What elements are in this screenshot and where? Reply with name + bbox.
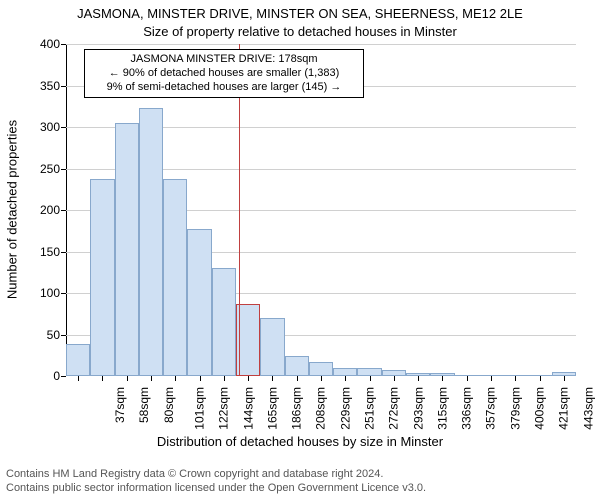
ytick-label: 350 (40, 79, 66, 93)
xtick-mark (442, 376, 443, 381)
xtick-mark (564, 376, 565, 381)
ytick-label: 200 (40, 203, 66, 217)
xtick-label: 379sqm (508, 387, 522, 430)
annotation-line: ← 90% of detached houses are smaller (1,… (91, 67, 357, 81)
ytick-label: 300 (40, 120, 66, 134)
histogram-bar (187, 229, 211, 376)
xtick-mark (151, 376, 152, 381)
xtick-mark (540, 376, 541, 381)
xtick-label: 101sqm (193, 387, 207, 430)
ytick-label: 400 (40, 37, 66, 51)
histogram-bar (115, 123, 139, 376)
xtick-mark (370, 376, 371, 381)
xtick-mark (321, 376, 322, 381)
xtick-mark (127, 376, 128, 381)
ytick-label: 150 (40, 245, 66, 259)
xtick-label: 144sqm (241, 387, 255, 430)
xtick-label: 58sqm (137, 387, 151, 423)
histogram-bar (66, 344, 90, 376)
ytick-label: 100 (40, 286, 66, 300)
xtick-label: 293sqm (411, 387, 425, 430)
xtick-mark (78, 376, 79, 381)
chart-title-line1: JASMONA, MINSTER DRIVE, MINSTER ON SEA, … (0, 6, 600, 21)
xtick-label: 336sqm (460, 387, 474, 430)
xtick-label: 229sqm (338, 387, 352, 430)
annotation-line: 9% of semi-detached houses are larger (1… (91, 81, 357, 95)
histogram-bar (163, 179, 187, 376)
xtick-label: 400sqm (533, 387, 547, 430)
footer-attribution: Contains HM Land Registry data © Crown c… (6, 468, 426, 496)
footer-line: Contains HM Land Registry data © Crown c… (6, 468, 426, 482)
xtick-label: 443sqm (581, 387, 595, 430)
histogram-bar (236, 304, 260, 376)
ytick-label: 50 (47, 328, 66, 342)
xtick-mark (297, 376, 298, 381)
annotation-box: JASMONA MINSTER DRIVE: 178sqm← 90% of de… (84, 49, 364, 98)
histogram-bar (357, 368, 381, 376)
histogram-bar (260, 318, 284, 376)
xtick-mark (102, 376, 103, 381)
xtick-mark (272, 376, 273, 381)
annotation-line: JASMONA MINSTER DRIVE: 178sqm (91, 53, 357, 67)
xtick-mark (418, 376, 419, 381)
x-axis-label: Distribution of detached houses by size … (0, 434, 600, 449)
xtick-label: 122sqm (217, 387, 231, 430)
histogram-bar (90, 179, 114, 376)
chart-title-line2: Size of property relative to detached ho… (0, 24, 600, 39)
xtick-mark (394, 376, 395, 381)
histogram-bar (333, 368, 357, 376)
xtick-label: 272sqm (387, 387, 401, 430)
xtick-mark (491, 376, 492, 381)
gridline (66, 44, 576, 45)
histogram-bar (285, 356, 309, 376)
xtick-label: 208sqm (314, 387, 328, 430)
xtick-mark (175, 376, 176, 381)
xtick-label: 421sqm (557, 387, 571, 430)
xtick-mark (200, 376, 201, 381)
y-axis-label: Number of detached properties (5, 44, 20, 376)
xtick-label: 357sqm (484, 387, 498, 430)
footer-line: Contains public sector information licen… (6, 482, 426, 496)
xtick-mark (248, 376, 249, 381)
histogram-bar (212, 268, 236, 376)
xtick-label: 186sqm (290, 387, 304, 430)
ytick-label: 0 (53, 369, 66, 383)
xtick-mark (345, 376, 346, 381)
xtick-label: 80sqm (162, 387, 176, 423)
xtick-label: 165sqm (266, 387, 280, 430)
histogram-bar (139, 108, 163, 376)
xtick-mark (515, 376, 516, 381)
xtick-label: 37sqm (113, 387, 127, 423)
histogram-bar (309, 362, 333, 376)
xtick-label: 251sqm (363, 387, 377, 430)
ytick-label: 250 (40, 162, 66, 176)
xtick-mark (467, 376, 468, 381)
xtick-mark (224, 376, 225, 381)
xtick-label: 315sqm (436, 387, 450, 430)
